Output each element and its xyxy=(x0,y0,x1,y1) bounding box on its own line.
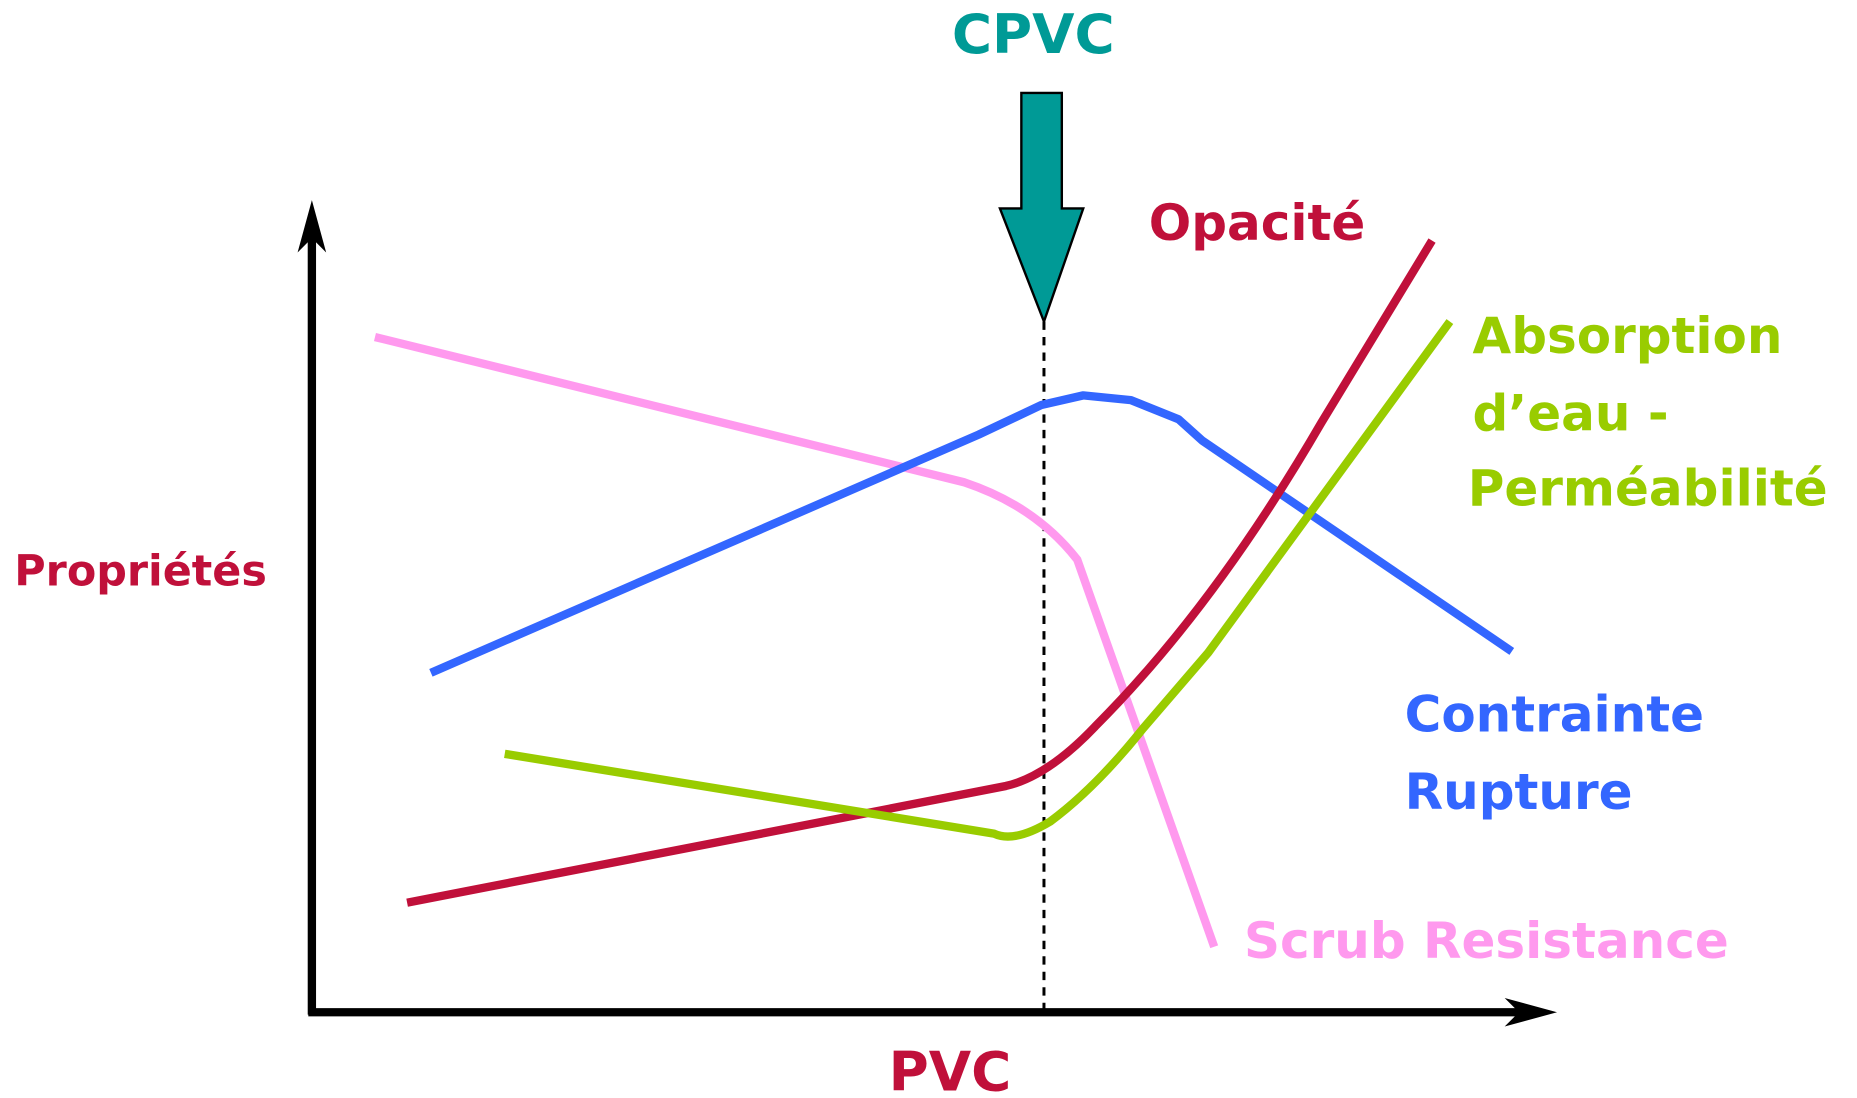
curve-label: Scrub Resistance xyxy=(1244,912,1729,970)
cpvc-arrow xyxy=(998,91,1085,325)
curve-label: Opacité xyxy=(1149,194,1366,252)
curve-label: d’eau - xyxy=(1473,384,1669,442)
contrainte-curve xyxy=(429,391,1515,677)
scrub-curve xyxy=(373,332,1219,949)
title: CPVC xyxy=(952,2,1115,66)
curve-label: Contrainte xyxy=(1405,686,1704,744)
x-axis-arrow xyxy=(1504,997,1558,1027)
curve-label: Perméabilité xyxy=(1468,459,1828,517)
curve-label: Rupture xyxy=(1405,763,1633,821)
y-axis-label: Propriétés xyxy=(14,547,267,597)
curve-label: Absorption xyxy=(1473,307,1783,365)
absorption-curve xyxy=(504,319,1454,841)
y-axis-arrow xyxy=(297,200,327,253)
opacite-curve xyxy=(406,238,1436,907)
x-axis-label: PVC xyxy=(889,1040,1012,1098)
